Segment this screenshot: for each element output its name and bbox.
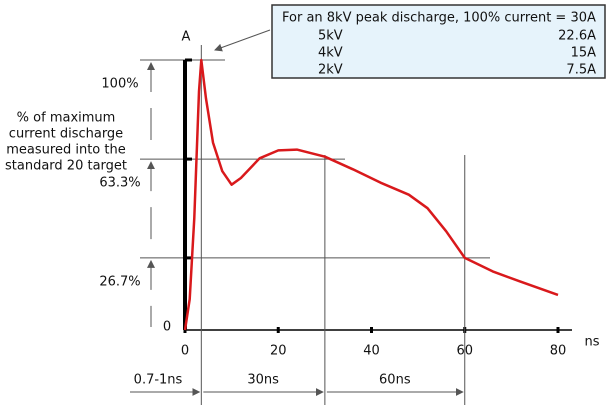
y-description: standard 20 target <box>5 159 127 174</box>
data-line <box>183 58 559 331</box>
info-value: 22.6A <box>558 29 596 44</box>
info-value: 15A <box>571 46 597 61</box>
x-tick-label: 80 <box>550 344 567 359</box>
time-label: 30ns <box>247 373 279 388</box>
x-axis-label: ns <box>584 335 599 350</box>
y-tick-label: 63.3% <box>99 176 140 191</box>
info-value: 7.5A <box>566 63 596 78</box>
info-key: 4kV <box>318 46 343 61</box>
y-tick-label: 100% <box>101 77 138 92</box>
info-key: 5kV <box>318 29 343 44</box>
info-title: For an 8kV peak discharge, 100% current … <box>282 11 596 26</box>
y-tick-label: 0 <box>163 320 171 335</box>
y-description: measured into the <box>6 143 125 158</box>
info-key: 2kV <box>318 63 343 78</box>
x-tick-label: 0 <box>181 344 189 359</box>
y-tick-label: 26.7% <box>99 274 140 289</box>
y-description: current discharge <box>9 127 123 142</box>
time-label: 0.7-1ns <box>134 373 183 388</box>
time-label: 60ns <box>379 373 411 388</box>
x-tick-label: 20 <box>270 344 287 359</box>
y-axis-label: A <box>182 30 191 45</box>
y-description: % of maximum <box>17 111 116 126</box>
x-tick-label: 40 <box>363 344 380 359</box>
info-arrow <box>214 29 271 52</box>
info-box <box>271 4 606 79</box>
